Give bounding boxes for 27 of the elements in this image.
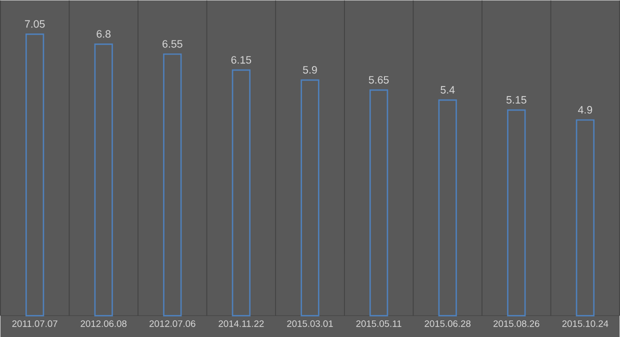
bar: [507, 109, 526, 316]
bar: [163, 53, 182, 316]
data-label: 5.65: [368, 76, 389, 84]
bar: [94, 44, 113, 316]
x-tick-label: 2015.08.26: [494, 320, 540, 327]
data-label: 5.4: [440, 86, 455, 94]
x-tick-label: 2015.05.11: [356, 320, 402, 327]
bar: [232, 69, 251, 316]
x-tick-label: 2015.10.24: [562, 320, 608, 327]
x-tick-label: 2014.11.22: [218, 320, 264, 327]
bar: [300, 79, 320, 316]
data-label: 6.15: [231, 56, 252, 64]
x-tick-label: 2011.07.07: [12, 320, 58, 327]
x-tick-label: 2015.06.28: [424, 320, 471, 327]
x-tick-label: 2012.07.06: [150, 320, 196, 327]
data-label: 6.8: [96, 30, 111, 38]
x-tick-label: 2012.06.08: [80, 320, 127, 327]
data-label: 6.55: [162, 40, 182, 48]
data-label: 4.9: [578, 106, 592, 114]
bar: [576, 119, 595, 316]
bar: [25, 34, 44, 316]
data-label: 5.15: [506, 96, 526, 104]
x-tick-label: 2015.03.01: [287, 320, 333, 327]
data-label: 5.9: [303, 66, 317, 74]
bar: [369, 89, 388, 316]
data-label: 7.05: [24, 20, 45, 28]
bar: [438, 99, 457, 316]
